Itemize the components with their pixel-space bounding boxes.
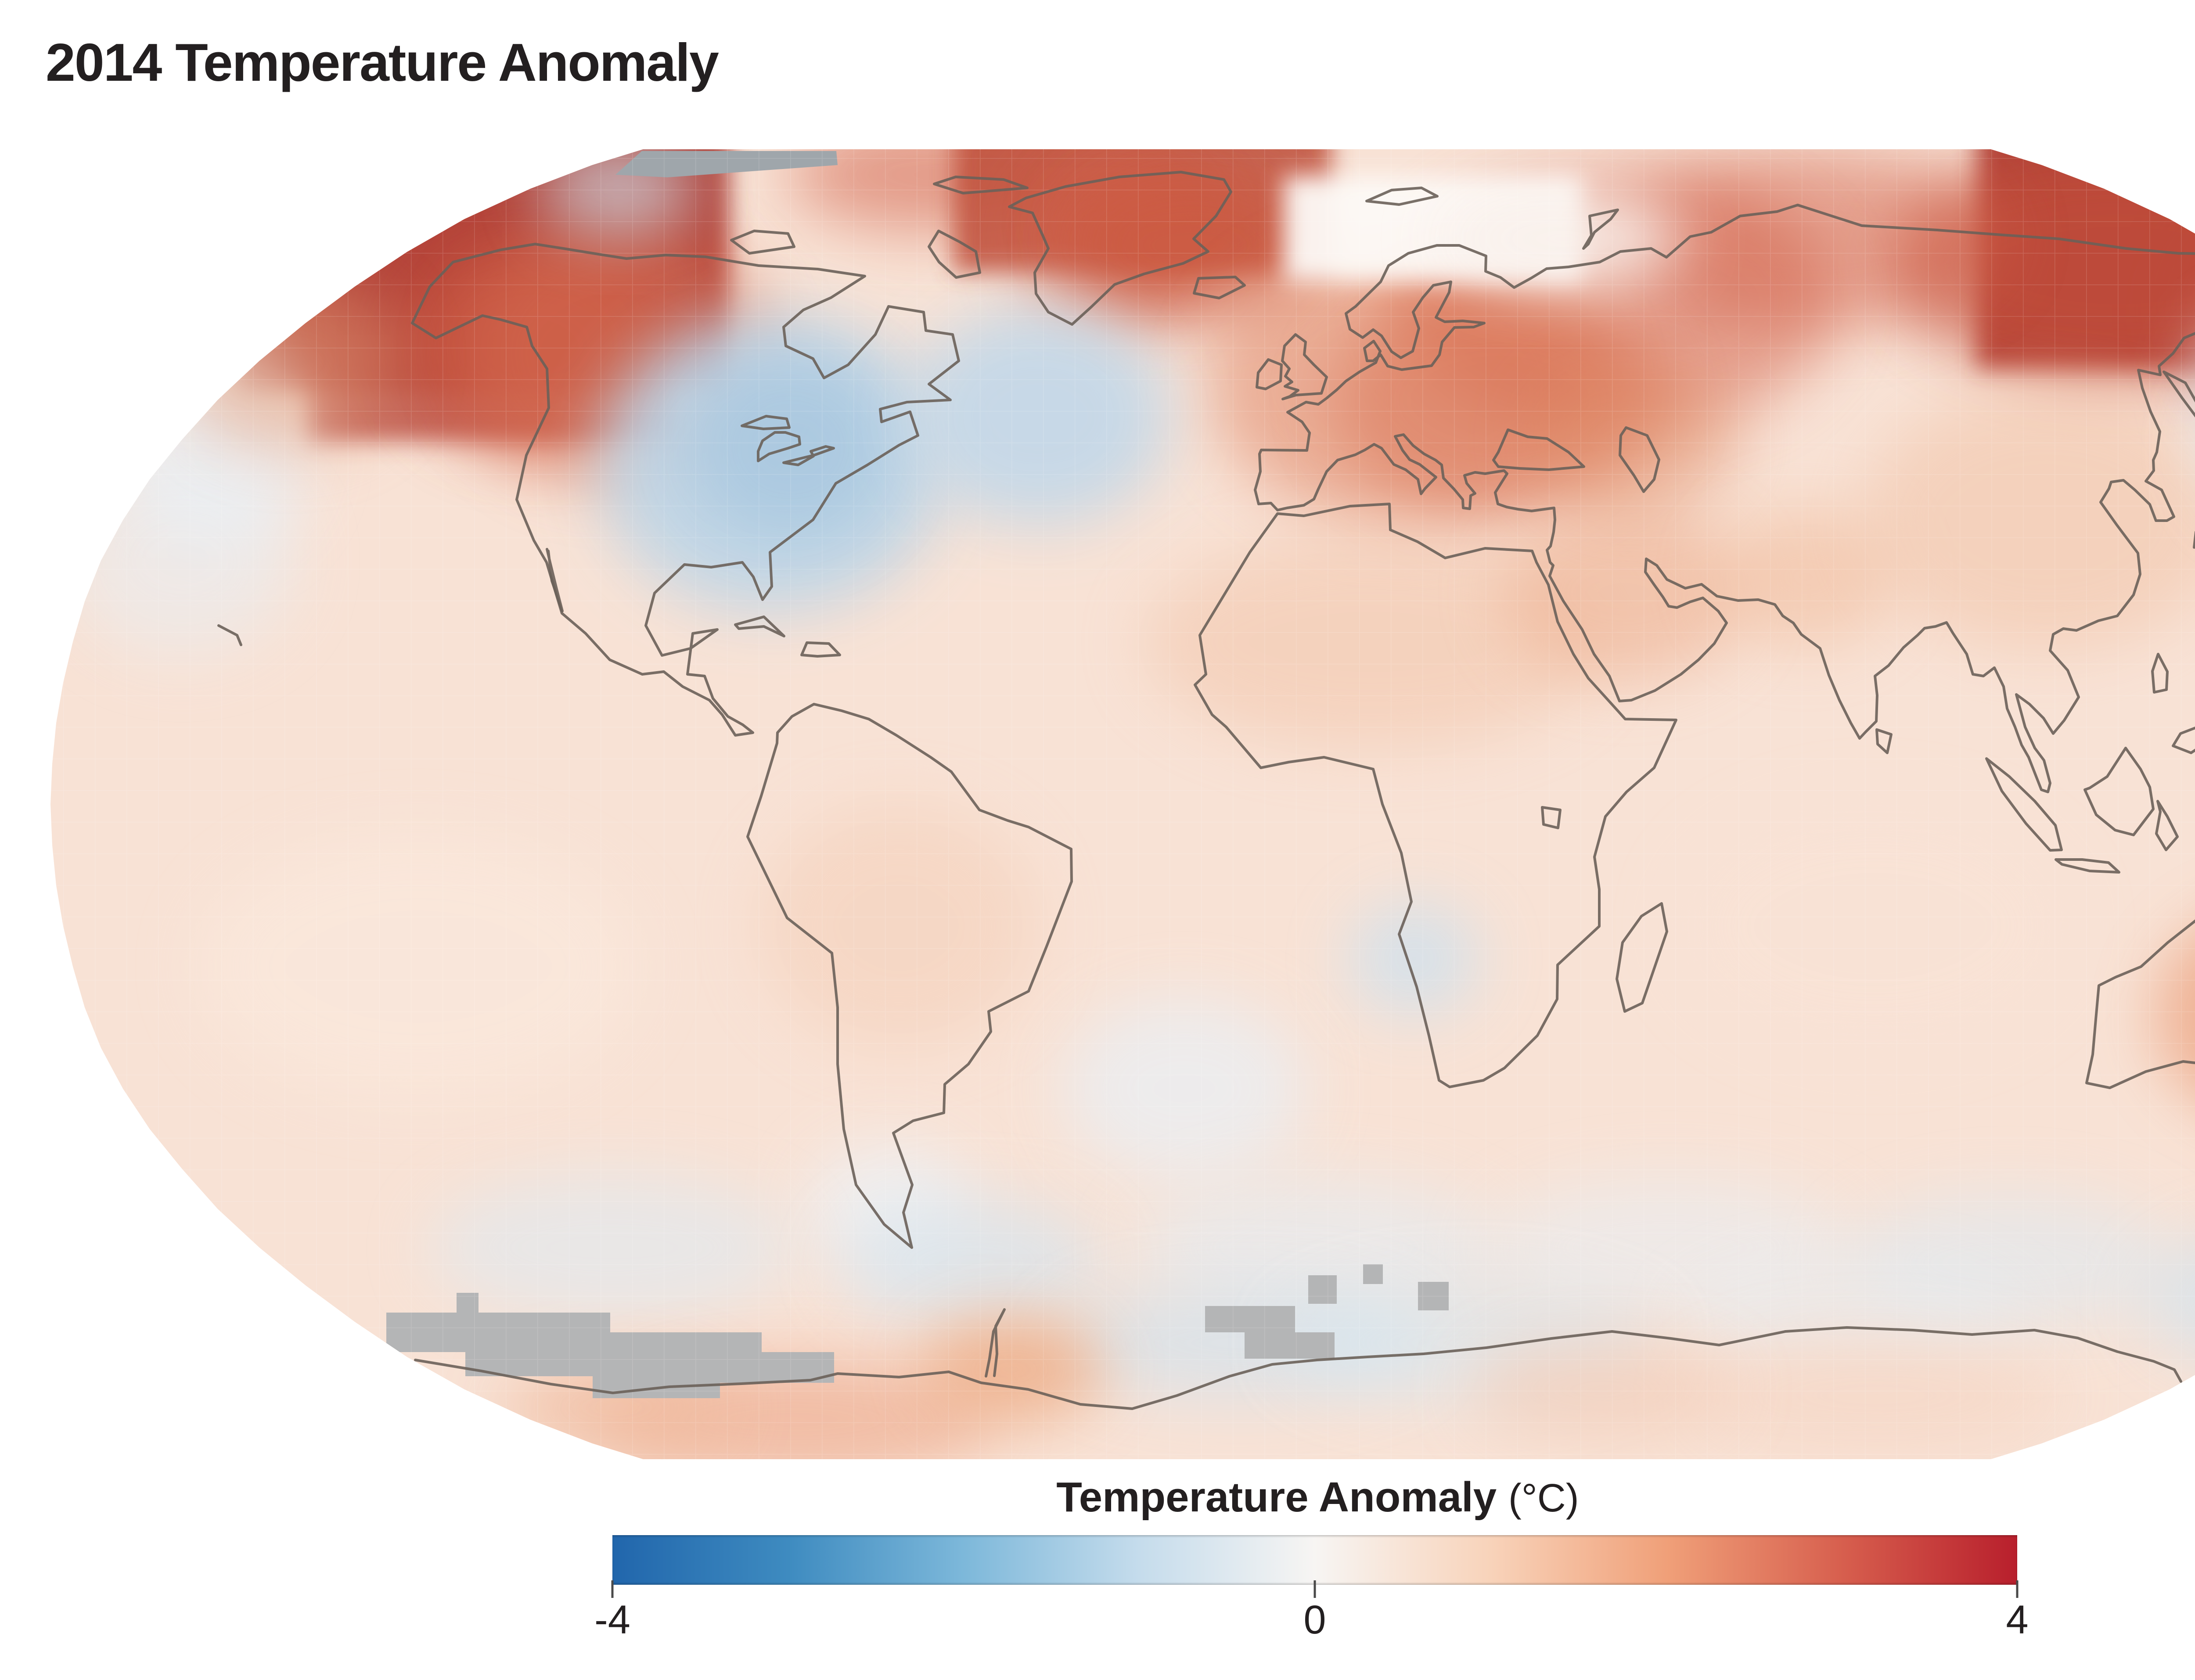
- coastline-sri-lanka: [1875, 728, 1893, 754]
- coastline-ireland: [1256, 358, 1283, 390]
- coastline-lake-superior: [741, 415, 791, 430]
- coastline-borneo: [2083, 747, 2155, 836]
- coastline-sulawesi: [2155, 800, 2179, 851]
- coastline-sakhalin: [2163, 371, 2195, 430]
- coastline-australia: [2085, 891, 2195, 1121]
- coastline-hispaniola: [800, 641, 841, 658]
- coastlines: [217, 171, 2195, 1410]
- coastline-luzon: [2151, 653, 2169, 694]
- coastline-black-sea: [1492, 428, 1585, 471]
- coastline-baja-california: [546, 548, 564, 612]
- coastline-java: [2055, 858, 2120, 874]
- coastline-lake-victoria: [1541, 806, 1562, 829]
- coastline-great-britain: [1281, 333, 1328, 400]
- page-title: 2014 Temperature Anomaly: [46, 32, 719, 92]
- coastline-iceland: [1193, 276, 1246, 299]
- coastline-antarctic-peninsula: [985, 1308, 1006, 1378]
- coastline-antarctica-coast: [414, 1326, 2182, 1410]
- coastline-ellesmere-island: [933, 176, 1029, 194]
- coastline-north-america: [411, 243, 960, 737]
- coastline-novaya-zemlya: [1582, 209, 1619, 250]
- coastline-greenland: [1008, 171, 1232, 326]
- coastline-africa: [1194, 503, 1677, 1088]
- coastline-madagascar: [1616, 902, 1668, 1013]
- coastline-svalbard: [1365, 187, 1439, 206]
- coastline-lake-erie-ontario: [782, 445, 835, 466]
- coastline-eurasia: [1254, 204, 2195, 793]
- coastline-sumatra: [1985, 757, 2063, 852]
- coastline-baffin-island: [928, 230, 981, 279]
- coastline-south-america: [746, 703, 1073, 1249]
- coastline-cuba: [734, 615, 785, 637]
- coastline-lake-michigan-huron: [757, 431, 801, 462]
- coastline-caspian-sea: [1619, 426, 1660, 493]
- coastline-victoria-island: [730, 230, 795, 255]
- coastline-hawaii: [217, 624, 242, 646]
- coastline-mindanao: [2172, 726, 2195, 754]
